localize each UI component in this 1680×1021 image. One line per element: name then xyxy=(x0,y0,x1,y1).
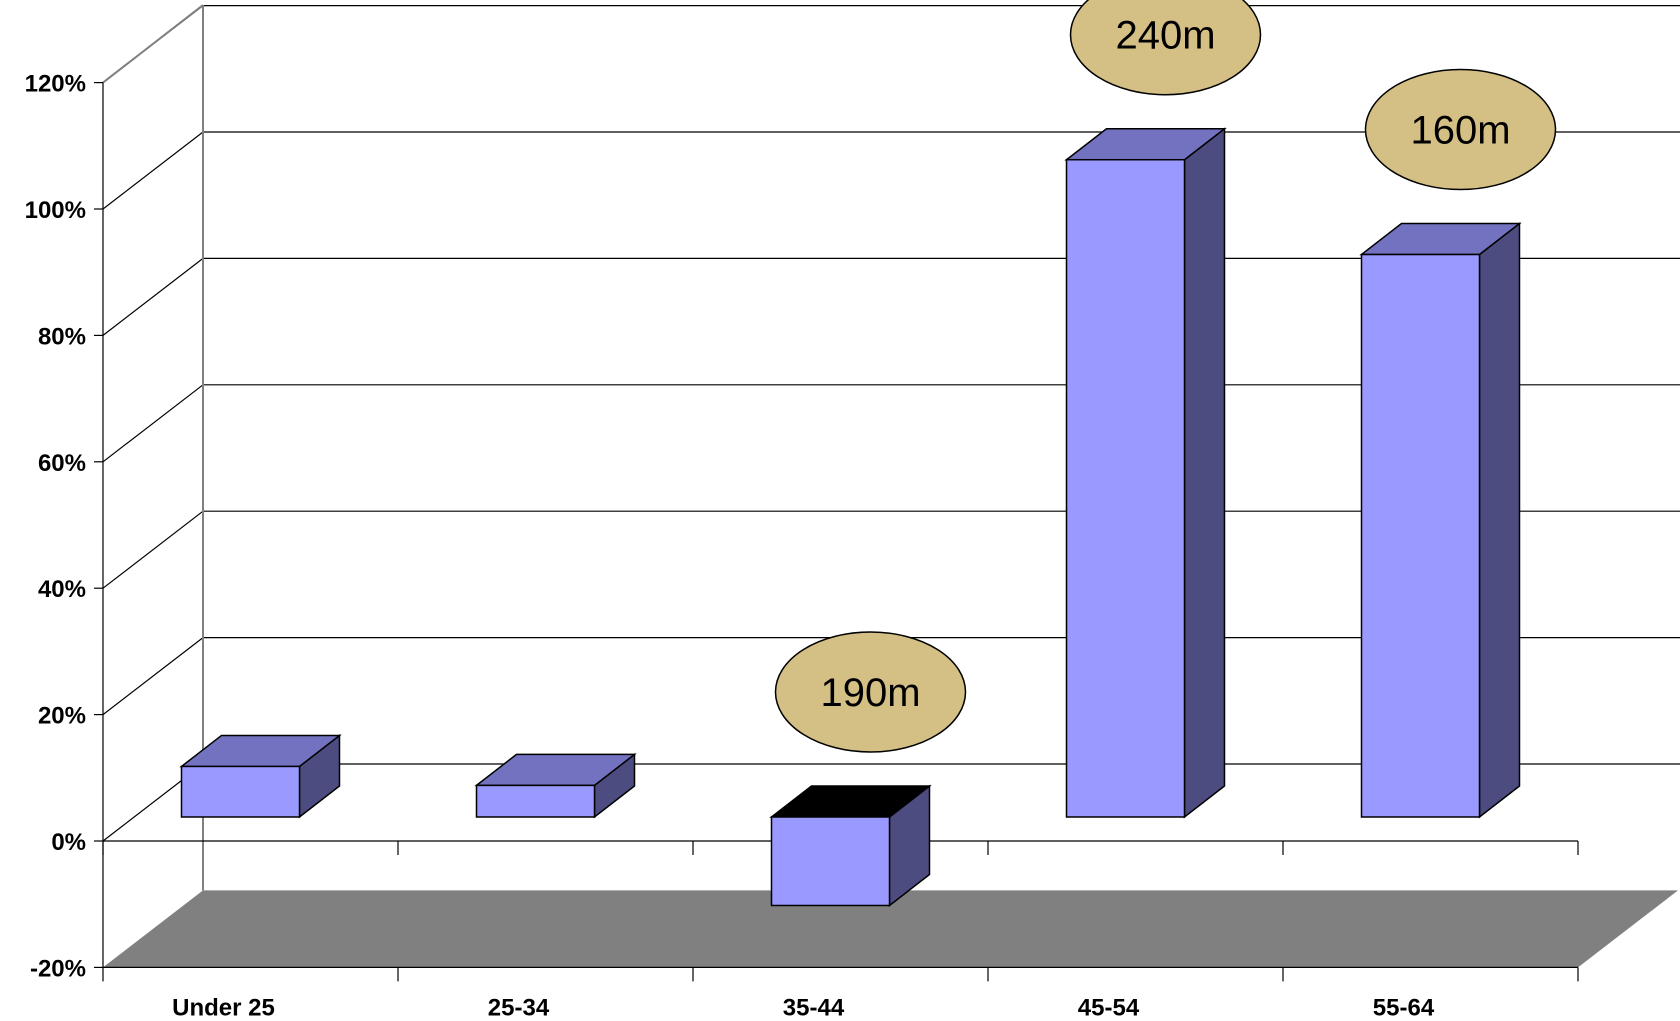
y-tick-label: 80% xyxy=(38,323,86,350)
bar xyxy=(769,784,932,908)
axes xyxy=(94,4,1579,982)
callouts: 190m 240m 160m xyxy=(774,0,1557,753)
y-tick-label: 20% xyxy=(38,703,86,730)
y-tick-label: 40% xyxy=(38,576,86,603)
x-category-label: 35-44 xyxy=(783,994,845,1021)
x-category-label: 45-54 xyxy=(1078,994,1140,1021)
floor-plane xyxy=(103,890,1678,968)
x-axis-category-labels: Under 25 25-34 35-44 45-54 55-64 xyxy=(172,994,1435,1021)
bar-front xyxy=(180,765,301,818)
x-category-label: 25-34 xyxy=(488,994,550,1021)
bar-side xyxy=(1183,127,1226,819)
bar-front xyxy=(770,816,891,907)
bar xyxy=(1064,127,1227,819)
callout-ellipse xyxy=(1364,68,1557,191)
callout-label: 240m xyxy=(1115,14,1215,58)
bars xyxy=(179,127,1522,908)
side-gridline xyxy=(102,257,204,336)
callout-ellipse xyxy=(1069,0,1262,96)
callout-bubble: 240m xyxy=(1069,0,1262,96)
bar-side xyxy=(1478,221,1521,819)
side-gridline xyxy=(102,637,204,716)
x-category-label: Under 25 xyxy=(172,994,275,1021)
callout-bubble: 190m xyxy=(774,631,967,753)
y-tick-label: -20% xyxy=(30,955,86,982)
x-category-label: 55-64 xyxy=(1373,994,1435,1021)
bar xyxy=(179,733,342,819)
side-gridline xyxy=(102,510,204,589)
bar xyxy=(1359,221,1522,819)
bar-front xyxy=(1065,158,1186,818)
bar-front xyxy=(1360,253,1481,818)
side-gridline xyxy=(102,131,204,210)
y-tick-label: 0% xyxy=(51,829,86,856)
chart-floor xyxy=(103,890,1678,968)
callout-bubble: 160m xyxy=(1364,68,1557,191)
y-tick-label: 100% xyxy=(25,197,86,224)
side-wall-top-edge xyxy=(102,4,204,84)
y-tick-label: 60% xyxy=(38,450,86,477)
y-axis-tick-labels: -20% 0% 20% 40% 60% 80% 100% 120% xyxy=(25,71,86,983)
bar-front xyxy=(475,784,596,818)
callout-label: 160m xyxy=(1410,109,1510,153)
side-gridline xyxy=(102,384,204,463)
bar xyxy=(474,752,637,819)
callout-label: 190m xyxy=(820,671,920,715)
callout-ellipse xyxy=(774,631,967,753)
y-tick-label: 120% xyxy=(25,71,86,98)
